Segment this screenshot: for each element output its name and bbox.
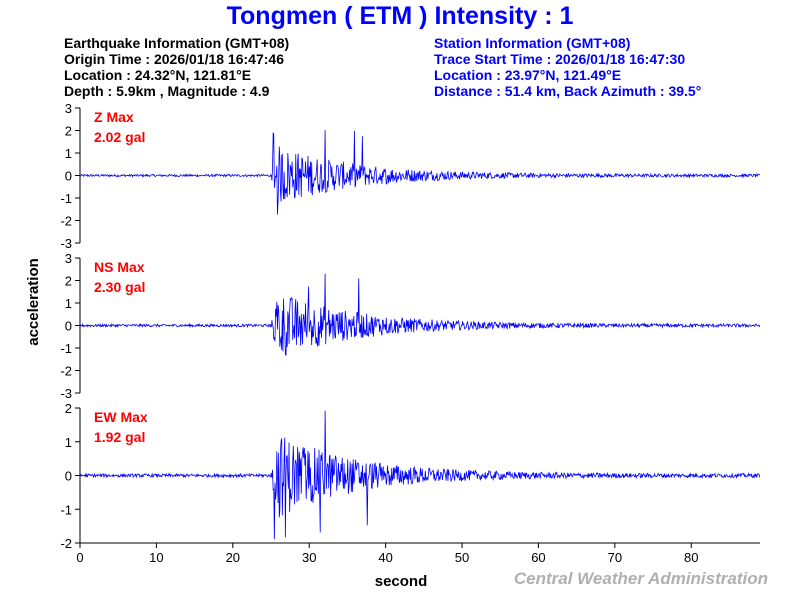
x-tick-label: 80 (684, 550, 698, 565)
series-name-label: Z Max (94, 109, 134, 125)
y-tick-label: 3 (65, 251, 72, 266)
y-tick-label: 1 (65, 435, 72, 450)
series-name-label: EW Max (94, 409, 148, 425)
y-tick-label: 2 (65, 401, 72, 416)
x-tick-label: 30 (302, 550, 316, 565)
x-tick-label: 20 (226, 550, 240, 565)
x-tick-label: 10 (149, 550, 163, 565)
y-tick-label: 0 (65, 469, 72, 484)
x-tick-label: 60 (531, 550, 545, 565)
credit-text: Central Weather Administration (513, 569, 768, 588)
y-tick-label: 1 (65, 146, 72, 161)
y-tick-label: -2 (60, 364, 72, 379)
station-info-heading: Station Information (GMT+08) (434, 35, 631, 51)
y-tick-label: 2 (65, 274, 72, 289)
y-tick-label: -2 (60, 536, 72, 551)
earthquake-info-heading: Earthquake Information (GMT+08) (64, 35, 290, 51)
x-tick-label: 40 (378, 550, 392, 565)
chart-title: Tongmen ( ETM ) Intensity : 1 (226, 2, 574, 30)
y-tick-label: 0 (65, 319, 72, 334)
x-tick-label: 70 (608, 550, 622, 565)
x-tick-label: 50 (455, 550, 469, 565)
max-value-label: 2.30 gal (94, 279, 145, 295)
y-tick-label: 0 (65, 169, 72, 184)
x-axis-label: second (375, 573, 428, 590)
origin-time: Origin Time : 2026/01/18 16:47:46 (64, 51, 284, 67)
earthquake-info: Earthquake Information (GMT+08) Origin T… (64, 35, 289, 99)
trace-start-time: Trace Start Time : 2026/01/18 16:47:30 (434, 51, 686, 67)
y-tick-label: 1 (65, 296, 72, 311)
series-name-label: NS Max (94, 259, 145, 275)
y-axis-label: acceleration (25, 258, 42, 346)
y-tick-label: -3 (60, 236, 72, 251)
max-value-label: 2.02 gal (94, 129, 145, 145)
waveform-trace-z (79, 130, 760, 215)
x-tick-label: 0 (76, 550, 83, 565)
y-tick-label: -1 (60, 502, 72, 517)
station-location: Location : 23.97°N, 121.49°E (434, 67, 622, 83)
waveform-trace-ns (79, 273, 761, 356)
earthquake-location: Location : 24.32°N, 121.81°E (64, 67, 252, 83)
distance-azimuth: Distance : 51.4 km, Back Azimuth : 39.5° (434, 83, 702, 99)
waveform-trace-ew (79, 410, 761, 540)
station-info: Station Information (GMT+08) Trace Start… (434, 35, 701, 99)
y-tick-label: -2 (60, 214, 72, 229)
y-tick-label: -1 (60, 191, 72, 206)
y-tick-label: 2 (65, 124, 72, 139)
y-tick-label: -3 (60, 386, 72, 401)
depth-magnitude: Depth : 5.9km , Magnitude : 4.9 (64, 83, 270, 99)
y-tick-label: -1 (60, 341, 72, 356)
max-value-label: 1.92 gal (94, 429, 145, 445)
y-tick-label: 3 (65, 101, 72, 116)
